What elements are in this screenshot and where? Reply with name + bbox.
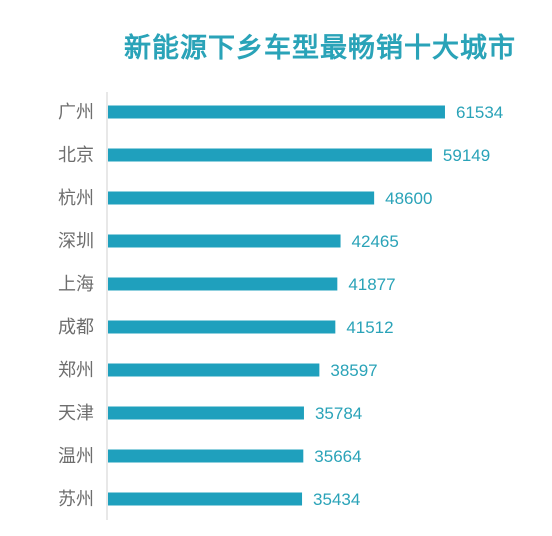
data-label: 35434 <box>313 490 360 509</box>
data-label: 41877 <box>348 275 395 294</box>
data-label: 42465 <box>352 232 399 251</box>
bar <box>108 191 375 205</box>
bar <box>108 449 304 463</box>
data-label: 35664 <box>314 447 361 466</box>
category-label: 杭州 <box>58 188 94 209</box>
data-label: 38597 <box>330 361 377 380</box>
category-label: 郑州 <box>58 360 94 381</box>
data-label: 41512 <box>346 318 393 337</box>
bar <box>108 320 336 334</box>
category-label: 北京 <box>58 145 94 166</box>
bar <box>108 105 445 119</box>
bar <box>108 492 303 506</box>
bar <box>108 148 432 162</box>
bar <box>108 234 341 248</box>
category-label: 苏州 <box>58 489 94 510</box>
category-label: 温州 <box>58 446 94 467</box>
category-label: 天津 <box>58 403 94 424</box>
bar <box>108 406 304 420</box>
category-label: 广州 <box>58 102 94 123</box>
bar <box>108 363 320 377</box>
category-label: 上海 <box>58 274 94 295</box>
data-label: 48600 <box>385 189 432 208</box>
data-label: 59149 <box>443 146 490 165</box>
data-label: 35784 <box>315 404 362 423</box>
chart-title: 新能源下乡车型最畅销十大城市 <box>124 33 516 64</box>
category-label: 深圳 <box>58 231 94 252</box>
data-label: 61534 <box>456 103 503 122</box>
bar <box>108 277 338 291</box>
category-label: 成都 <box>58 317 94 338</box>
